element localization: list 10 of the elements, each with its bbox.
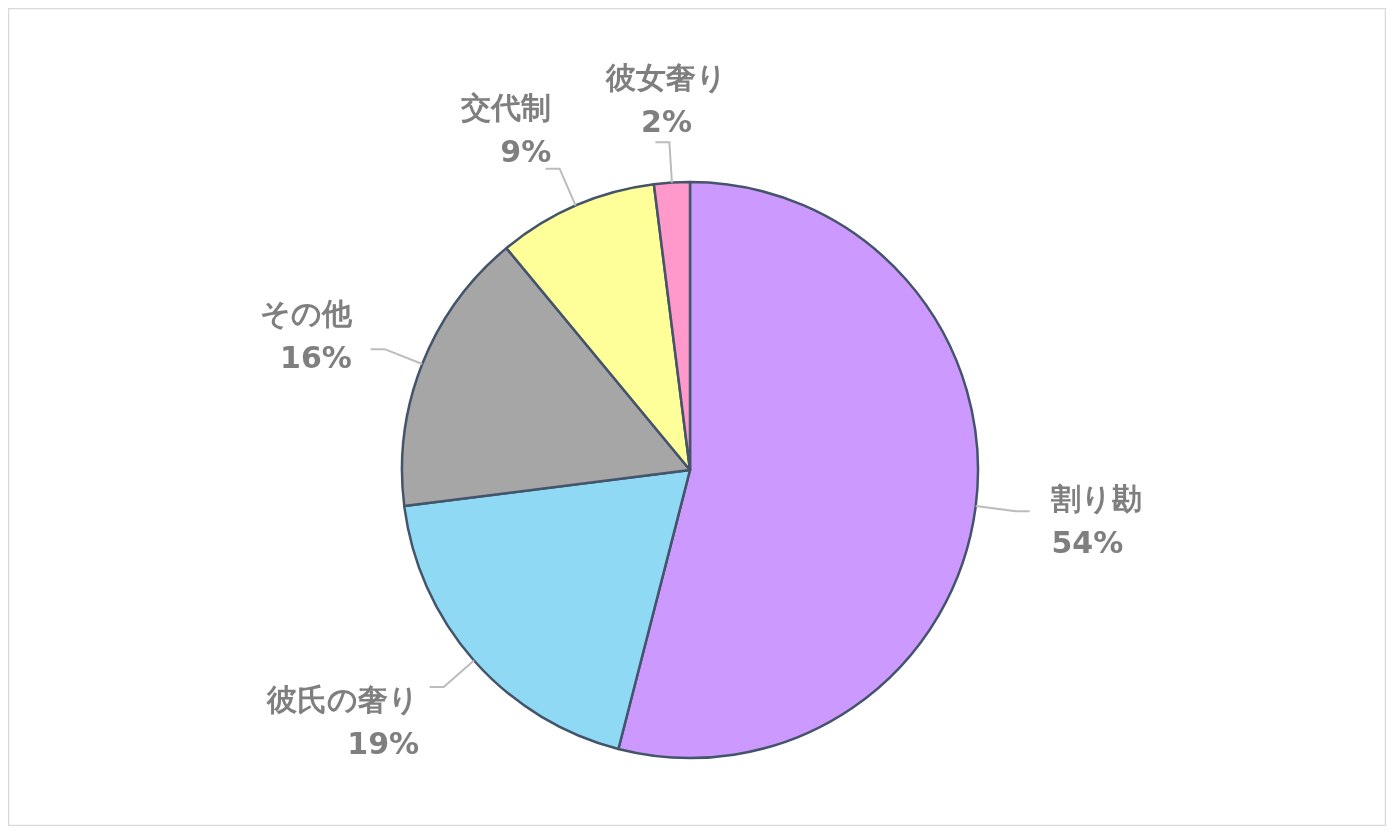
data-label: 9% — [500, 134, 552, 170]
slice-label: 割り勘 — [1050, 480, 1143, 516]
data-label: 2% — [641, 104, 692, 140]
slice-label: 交代制 — [460, 90, 552, 126]
slice-label: 彼女奢り — [604, 60, 727, 96]
slice-label: 彼氏の奢り — [266, 681, 420, 717]
data-label: 16% — [280, 340, 352, 376]
data-label: 19% — [347, 725, 420, 761]
data-label: 54% — [1051, 524, 1124, 560]
slice-label: その他 — [259, 296, 353, 332]
